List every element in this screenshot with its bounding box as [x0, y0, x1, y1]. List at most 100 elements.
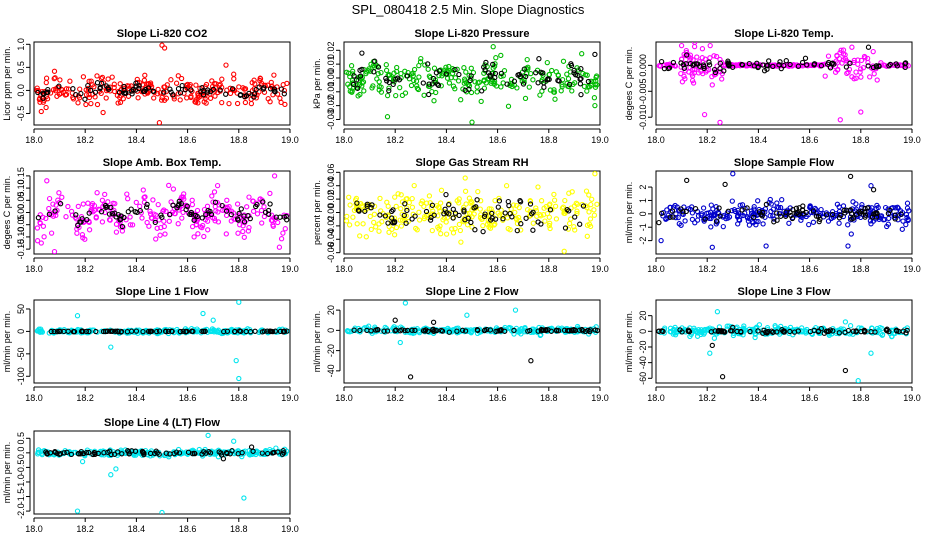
data-point — [284, 328, 290, 334]
data-point — [591, 207, 597, 213]
data-point — [837, 117, 843, 123]
data-point — [405, 69, 411, 76]
data-point — [459, 327, 466, 333]
data-point — [767, 196, 773, 203]
data-point — [776, 62, 782, 68]
data-point — [739, 202, 746, 208]
data-point — [260, 86, 267, 92]
y-tick-label: -20 — [638, 340, 648, 353]
data-point — [268, 328, 274, 335]
data-point — [377, 212, 383, 218]
data-point — [353, 77, 360, 83]
data-point — [162, 328, 169, 334]
data-point — [682, 76, 688, 82]
data-point — [107, 448, 113, 454]
data-point — [193, 82, 199, 88]
data-point — [566, 81, 573, 88]
data-point — [786, 220, 792, 226]
data-point — [455, 78, 462, 84]
data-point — [542, 218, 548, 224]
data-point — [404, 207, 410, 214]
data-point — [572, 214, 578, 220]
data-point — [264, 450, 271, 457]
data-point — [506, 324, 512, 331]
data-point — [860, 65, 867, 71]
data-point — [112, 200, 118, 207]
data-point — [386, 72, 393, 78]
data-point — [425, 328, 431, 334]
data-point — [127, 214, 133, 220]
data-point — [731, 207, 738, 213]
data-point — [253, 86, 259, 93]
data-point — [179, 82, 185, 89]
data-point — [56, 83, 62, 89]
data-point — [829, 211, 836, 218]
data-point — [409, 195, 415, 202]
data-point — [512, 209, 518, 216]
data-point — [357, 73, 364, 79]
data-point — [127, 222, 134, 228]
y-tick-label: 1.0 — [16, 38, 26, 51]
data-point — [751, 204, 757, 210]
data-point — [843, 64, 850, 70]
data-point — [69, 212, 76, 218]
data-point — [360, 79, 367, 85]
data-point — [79, 458, 86, 465]
y-tick-label: 0.06 — [326, 164, 336, 182]
data-point — [573, 200, 579, 206]
data-point — [212, 199, 219, 205]
data-point — [449, 226, 455, 232]
data-point — [848, 231, 854, 237]
data-point — [458, 239, 464, 245]
data-point — [265, 82, 271, 88]
data-point — [698, 331, 704, 338]
data-point — [395, 191, 401, 197]
data-point — [152, 219, 158, 226]
data-point — [668, 209, 674, 215]
x-tick-label: 18.6 — [489, 264, 507, 274]
data-point — [774, 210, 780, 216]
data-point — [862, 205, 868, 212]
data-point — [868, 183, 874, 189]
data-point — [79, 232, 86, 238]
data-point — [56, 328, 62, 334]
data-point — [53, 86, 59, 92]
data-point — [199, 328, 205, 335]
data-point — [158, 97, 165, 103]
data-point — [354, 200, 360, 206]
data-point — [421, 92, 427, 98]
data-point — [244, 204, 250, 210]
x-tick-label: 18.0 — [335, 264, 353, 274]
data-point — [236, 375, 242, 382]
data-point — [712, 69, 719, 76]
data-point — [241, 213, 247, 219]
data-point — [816, 218, 822, 225]
data-point — [417, 59, 424, 65]
data-point — [879, 331, 886, 338]
data-point — [678, 222, 684, 228]
data-point — [456, 71, 462, 78]
plot-frame — [33, 41, 291, 126]
data-point — [558, 88, 564, 94]
data-point — [156, 328, 163, 334]
data-point — [739, 62, 746, 68]
data-point — [123, 90, 129, 96]
y-tick-label: 0 — [326, 328, 336, 333]
data-point — [830, 325, 836, 332]
data-point — [229, 86, 236, 92]
data-point — [205, 227, 211, 233]
data-point — [55, 197, 61, 203]
data-point — [156, 120, 163, 125]
data-point — [157, 90, 163, 96]
data-point — [894, 204, 901, 210]
data-point — [842, 367, 849, 374]
y-tick-label: 0.000 — [638, 54, 648, 77]
panel-4: Slope Amb. Box Temp. 18.0 18.2 18.4 18.6 18.8… — [2, 157, 299, 274]
data-point — [452, 66, 458, 73]
data-point — [684, 177, 690, 184]
data-point — [594, 327, 600, 334]
data-point — [77, 219, 83, 225]
data-point — [48, 328, 54, 335]
data-point — [375, 64, 382, 70]
data-point — [694, 217, 701, 223]
